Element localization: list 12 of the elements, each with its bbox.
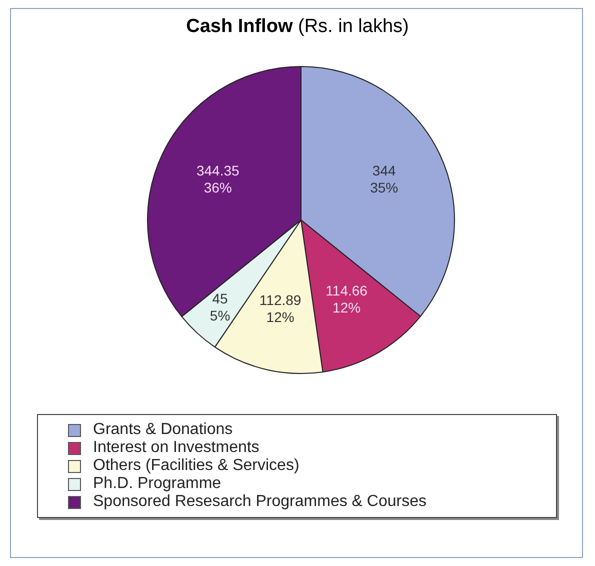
legend-label: Sponsored Resesarch Programmes & Courses (93, 493, 426, 511)
chart-subtitle: (Rs. in lakhs) (298, 16, 409, 37)
data-label: 112.89 12% (259, 292, 302, 326)
legend-label: Interest on Investments (93, 439, 260, 457)
legend-label: Grants & Donations (93, 421, 233, 439)
data-label: 344 35% (370, 162, 398, 196)
data-label: 45 5% (210, 290, 230, 324)
legend-label: Others (Facilities & Services) (93, 457, 300, 475)
chart-title: Cash Inflow (186, 16, 293, 37)
data-label: 114.66 12% (326, 282, 368, 316)
data-label: 344.35 36% (196, 162, 240, 196)
legend-label: Ph.D. Programme (93, 475, 222, 493)
